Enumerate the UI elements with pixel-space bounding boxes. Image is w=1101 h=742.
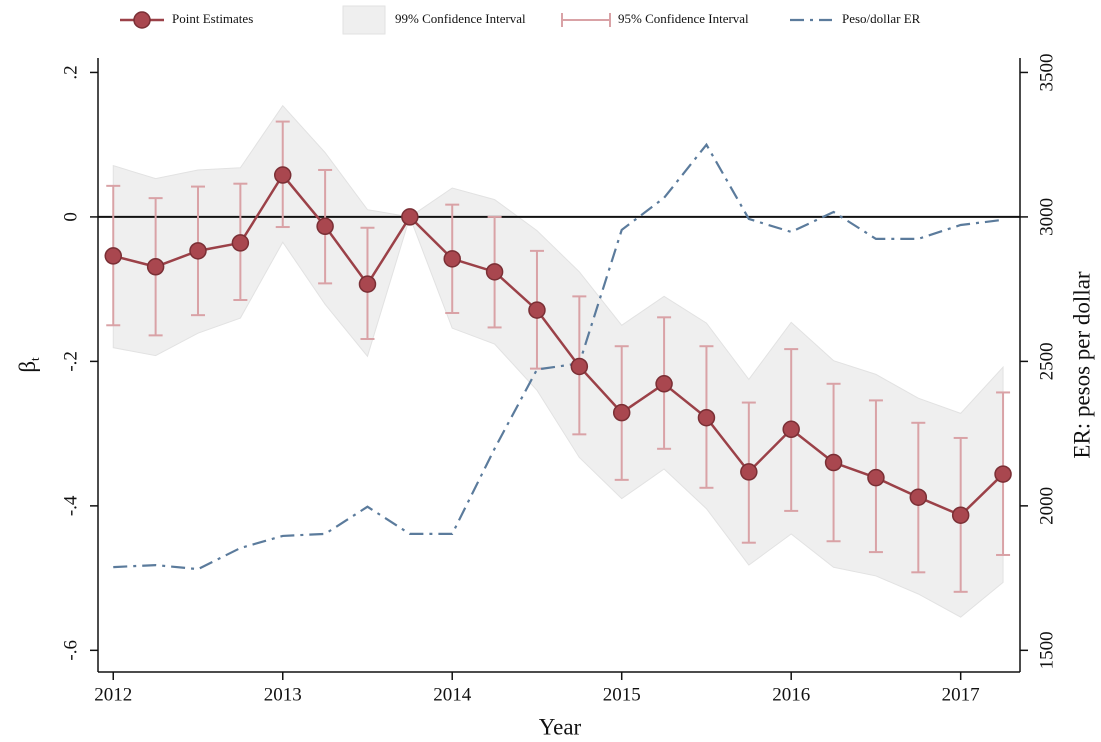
estimate-line [112,172,1004,517]
er-line [113,142,1004,571]
estimate-point [443,250,461,268]
y-tick-label: -.2 [60,351,81,372]
x-tick-label: 2016 [772,684,810,705]
estimate-point [994,465,1012,483]
legend-item: Point Estimates [120,11,253,29]
estimate-point [189,242,207,260]
estimate-point [697,408,716,427]
legend-label: Peso/dollar ER [842,11,921,26]
estimate-point [782,420,800,439]
y-tick-label: -.6 [60,640,81,661]
estimate-point [612,403,631,422]
y-axis-title-main: β [15,361,40,373]
estimate-point [316,217,334,236]
x-tick-label: 2014 [433,684,472,705]
legend-label: 95% Confidence Interval [618,11,749,26]
estimate-point [528,301,546,319]
x-tick-label: 2012 [94,684,132,705]
legend-item: 99% Confidence Interval [342,5,526,35]
legend-key [133,11,151,29]
y2-tick-label: 3500 [1036,53,1057,91]
y2-axis-title: ER: pesos per dollar [1069,271,1094,458]
legend-item: 95% Confidence Interval [561,11,749,27]
estimate-point [570,357,589,376]
y2-tick-label: 2000 [1036,487,1057,525]
x-tick-label: 2017 [942,684,980,705]
estimate-point [909,488,928,506]
estimate-point [951,506,970,524]
legend-label: 99% Confidence Interval [395,11,526,26]
x-tick-label: 2013 [264,684,302,705]
y-tick-label: .2 [60,65,81,79]
estimate-point [358,275,377,293]
estimate-point [655,375,673,393]
estimate-point [146,258,165,276]
x-axis-title: Year [539,714,582,739]
y-axis-title-sub: t [27,357,42,361]
y2-tick-label: 1500 [1036,631,1057,669]
estimate-point [401,208,419,226]
legend-label: Point Estimates [172,11,253,26]
legend-item: Peso/dollar ER [790,11,921,26]
estimate-point [867,468,885,487]
y-axis-title: βt [15,357,42,373]
x-tick-label: 2015 [603,684,641,705]
y-tick-label: 0 [60,212,81,222]
estimate-point [104,247,123,265]
estimate-point [740,463,758,481]
y-tick-label: -.4 [60,495,81,516]
legend-key [342,5,386,35]
y2-tick-label: 2500 [1036,342,1057,380]
y2-tick-label: 3000 [1036,198,1057,236]
estimate-point [824,453,843,472]
estimate-point [485,263,504,281]
estimate-point [273,166,292,184]
estimate-point [231,234,250,252]
ci99-band [112,104,1004,618]
